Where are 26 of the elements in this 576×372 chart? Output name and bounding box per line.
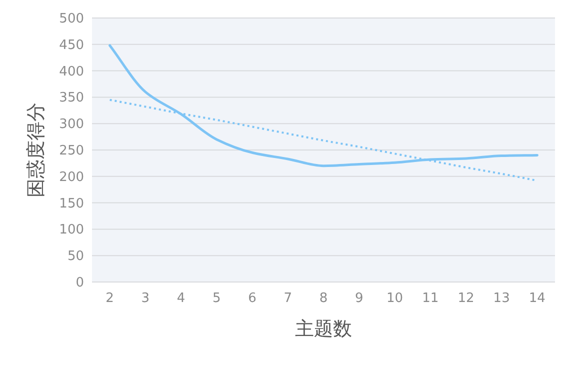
y-tick-label: 350 <box>59 90 84 106</box>
x-tick-label: 4 <box>176 291 186 306</box>
x-tick-label: 13 <box>493 291 510 306</box>
y-axis-title: 困惑度得分 <box>25 102 47 198</box>
x-tick-label: 6 <box>248 291 256 306</box>
x-tick-label: 8 <box>319 291 328 306</box>
y-tick-label: 50 <box>67 249 84 264</box>
x-tick-label: 5 <box>212 291 221 306</box>
x-tick-label: 11 <box>422 291 439 306</box>
x-tick-label: 12 <box>458 291 474 306</box>
x-tick-label: 3 <box>141 291 150 306</box>
y-tick-label: 250 <box>59 144 84 158</box>
y-tick-label: 100 <box>59 222 84 238</box>
y-tick-label: 450 <box>59 38 84 53</box>
x-tick-label: 14 <box>528 291 546 306</box>
x-axis-title: 主题数 <box>295 318 352 340</box>
x-tick-label: 9 <box>354 291 364 306</box>
y-tick-label: 500 <box>59 12 84 26</box>
x-tick-label: 10 <box>386 291 404 306</box>
x-tick-label: 7 <box>284 291 292 306</box>
y-tick-label: 300 <box>59 117 84 132</box>
y-tick-label: 200 <box>59 170 84 185</box>
y-tick-label: 0 <box>76 276 84 290</box>
x-tick-label: 2 <box>106 291 114 306</box>
y-tick-label: 400 <box>59 64 84 80</box>
y-tick-label: 150 <box>59 196 84 212</box>
